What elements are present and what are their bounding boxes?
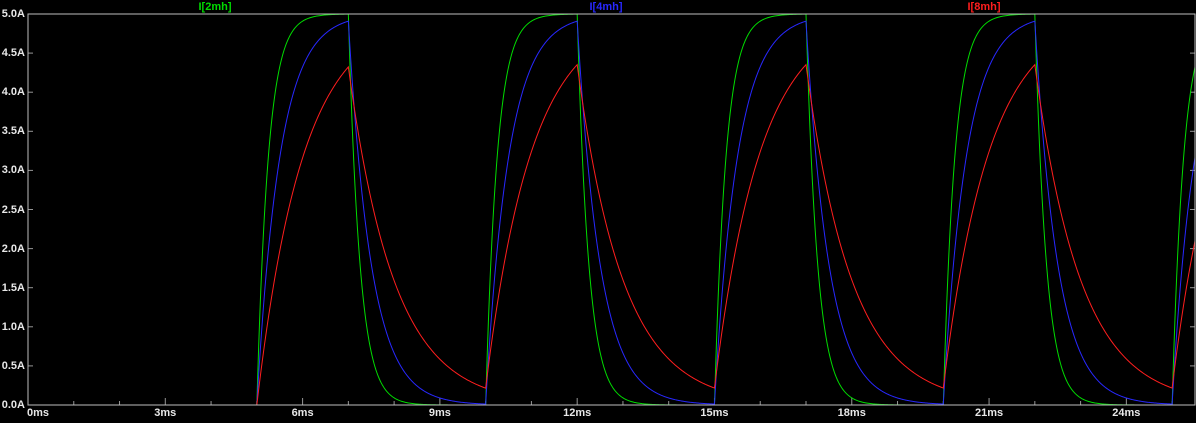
trace-I[2mh] — [28, 14, 1195, 405]
y-axis-label: 1.5A — [1, 281, 25, 294]
y-axis-label: 3.0A — [1, 164, 25, 177]
y-axis-label: 0.0A — [1, 399, 25, 411]
x-axis-label: 3ms — [154, 407, 177, 419]
legend-item-i8mh[interactable]: I[8mh] — [967, 1, 1001, 13]
x-axis-label: 15ms — [700, 407, 729, 419]
y-axis-label: 5.0A — [1, 8, 25, 20]
x-axis-label: 21ms — [974, 407, 1004, 419]
y-axis-label: 2.5A — [1, 203, 25, 216]
trace-I[4mh] — [28, 20, 1195, 405]
y-axis-label: 4.5A — [1, 47, 25, 60]
x-axis-label: 18ms — [837, 407, 866, 419]
tick-marks — [27, 52, 1195, 405]
x-axis-label: 12ms — [563, 407, 592, 419]
plot-border — [27, 13, 1196, 406]
y-axis-label: 3.5A — [1, 125, 25, 138]
y-axis-label: 0.5A — [1, 359, 25, 372]
x-axis-label: 0ms — [27, 407, 50, 419]
y-axis-label: 1.0A — [1, 320, 25, 333]
trace-I[8mh] — [28, 63, 1195, 405]
legend-item-i4mh[interactable]: I[4mh] — [589, 1, 623, 13]
legend-item-i2mh[interactable]: I[2mh] — [198, 1, 232, 13]
x-axis-label: 9ms — [428, 407, 451, 419]
traces — [28, 14, 1195, 405]
y-axis-label: 2.0A — [1, 242, 25, 255]
x-axis-label: 24ms — [1112, 407, 1141, 419]
y-axis-label: 4.0A — [1, 86, 25, 99]
x-axis-label: 6ms — [291, 407, 314, 419]
